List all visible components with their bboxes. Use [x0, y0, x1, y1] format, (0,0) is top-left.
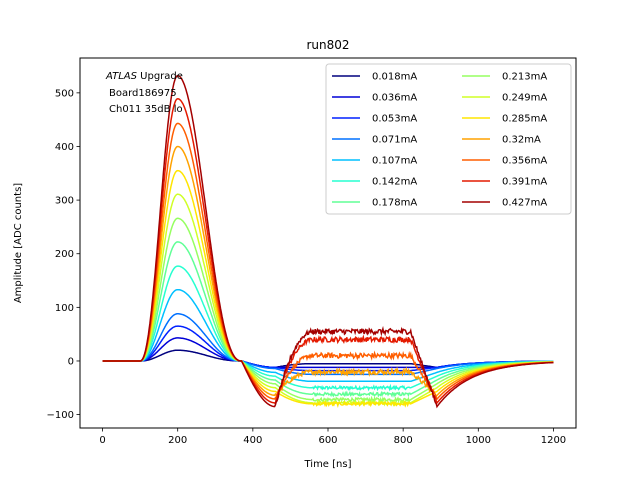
legend-label: 0.036mA	[372, 93, 417, 104]
legend: 0.018mA 0.036mA 0.053mA 0.071mA 0.107mA 0.142…	[325, 63, 572, 215]
legend-label: 0.32mA	[502, 135, 541, 146]
legend-label: 0.285mA	[502, 114, 547, 125]
legend-label: 0.053mA	[372, 114, 417, 125]
series-line-0.356mA	[102, 122, 554, 401]
annotation-upgrade: Upgrade	[137, 71, 183, 82]
series-line-0.285mA	[102, 169, 554, 409]
x-tick-label: 600	[318, 435, 337, 446]
y-axis-label: Amplitude [ADC counts]	[13, 183, 24, 303]
y-tick-label: 500	[55, 88, 74, 99]
y-axis: −100 0 100 200 300 400 500	[47, 88, 80, 421]
series-line-0.142mA	[102, 265, 554, 392]
x-tick-label: 800	[394, 435, 413, 446]
series-lines	[102, 74, 554, 409]
legend-label: 0.071mA	[372, 135, 417, 146]
series-line-0.213mA	[102, 217, 554, 404]
y-tick-label: 200	[55, 249, 74, 260]
annotation-line-3: Ch011 35dB lo	[109, 104, 183, 115]
x-tick-label: 200	[168, 435, 187, 446]
y-tick-label: 400	[55, 142, 74, 153]
series-line-0.071mA	[102, 313, 554, 376]
series-line-0.107mA	[102, 288, 554, 383]
legend-label: 0.356mA	[502, 156, 547, 167]
legend-label: 0.142mA	[372, 177, 417, 188]
x-tick-label: 400	[243, 435, 262, 446]
x-axis: 0 200 400 600 800 1000 1200	[99, 428, 566, 446]
annotation-line-1: ATLAS Upgrade	[105, 71, 183, 82]
x-tick-label: 1000	[466, 435, 491, 446]
series-line-0.32mA	[102, 145, 554, 399]
series-line-0.178mA	[102, 241, 554, 398]
atlas-annotation: ATLAS Upgrade Board186975 Ch011 35dB lo	[105, 71, 183, 115]
y-tick-label: 100	[55, 303, 74, 314]
legend-label: 0.213mA	[502, 72, 547, 83]
annotation-atlas: ATLAS	[105, 71, 138, 82]
legend-box	[325, 63, 572, 215]
legend-label: 0.018mA	[372, 72, 417, 83]
legend-label: 0.391mA	[502, 177, 547, 188]
y-tick-label: 0	[68, 356, 74, 367]
legend-label: 0.178mA	[372, 198, 417, 209]
legend-label: 0.249mA	[502, 93, 547, 104]
y-tick-label: −100	[47, 410, 74, 421]
legend-label: 0.107mA	[372, 156, 417, 167]
series-line-0.391mA	[102, 98, 554, 406]
x-axis-label: Time [ns]	[303, 459, 351, 470]
annotation-line-2: Board186975	[109, 88, 177, 99]
chart-title: run802	[306, 38, 349, 52]
x-tick-label: 0	[99, 435, 105, 446]
series-line-0.427mA	[102, 74, 554, 409]
y-tick-label: 300	[55, 196, 74, 207]
x-tick-label: 1200	[541, 435, 566, 446]
legend-label: 0.427mA	[502, 198, 547, 209]
